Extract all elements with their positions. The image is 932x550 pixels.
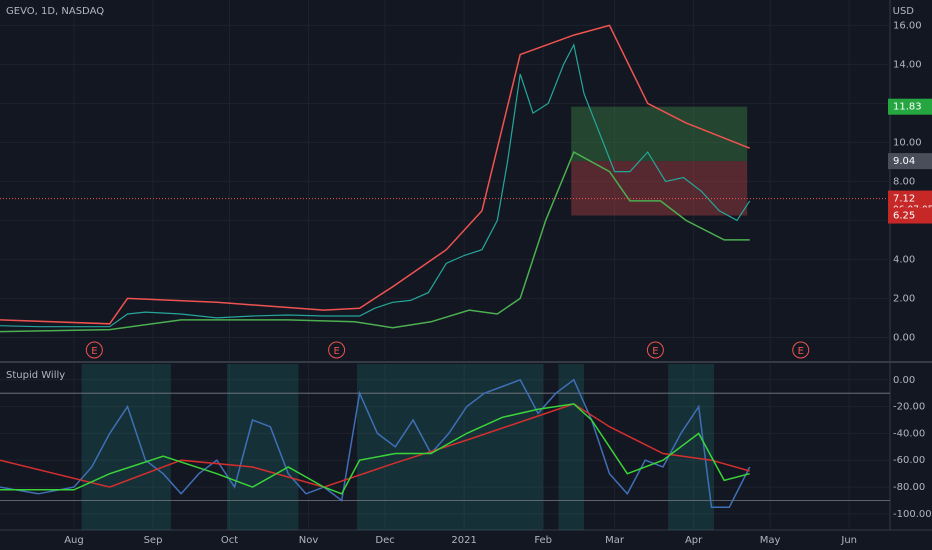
y-tick-label: 16.00 xyxy=(893,20,922,31)
event-label: E xyxy=(798,346,804,357)
entry-label: 9.04 xyxy=(893,156,915,167)
chart-title: GEVO, 1D, NASDAQ xyxy=(6,6,104,17)
event-marker xyxy=(646,341,664,359)
series-line xyxy=(0,403,750,488)
y-tick-label: -100.00 xyxy=(893,509,932,520)
event-label: E xyxy=(91,346,97,357)
target-label: 11.83 xyxy=(893,102,922,113)
target-label-box xyxy=(888,98,932,115)
series-line xyxy=(0,24,750,325)
x-tick-label: Aug xyxy=(64,535,84,546)
y-tick-label: -20.00 xyxy=(893,402,925,413)
zone xyxy=(81,364,171,530)
y-tick-label: 8.00 xyxy=(893,176,915,187)
x-tick-label: Oct xyxy=(221,535,238,546)
series-line xyxy=(0,403,750,495)
event-label: E xyxy=(333,346,339,357)
target-zone xyxy=(571,106,748,162)
zone xyxy=(668,364,715,530)
series-line xyxy=(0,151,750,333)
x-tick-label: Mar xyxy=(605,535,625,546)
entry-label-box xyxy=(888,153,932,170)
series-line xyxy=(0,43,751,328)
x-tick-label: 2021 xyxy=(451,535,476,546)
x-tick-label: Jun xyxy=(840,535,857,546)
y-tick-label: -40.00 xyxy=(893,428,925,439)
y-tick-label: 14.00 xyxy=(893,59,922,70)
x-tick-label: Sep xyxy=(144,535,163,546)
currency: USD xyxy=(893,6,915,17)
zone xyxy=(226,364,299,530)
x-tick-label: Apr xyxy=(685,535,703,546)
x-tick-label: May xyxy=(760,535,781,546)
x-tick-label: Dec xyxy=(375,535,394,546)
stop-zone xyxy=(571,161,748,216)
last-price-label: 7.12 xyxy=(893,194,915,205)
y-tick-label: -80.00 xyxy=(893,482,925,493)
y-tick-label: -60.00 xyxy=(893,455,925,466)
y-tick-label: 10.00 xyxy=(893,137,922,148)
event-marker xyxy=(328,341,346,359)
event-label: E xyxy=(652,346,658,357)
stop-label-box xyxy=(888,207,932,224)
event-marker xyxy=(792,341,810,359)
indicator-title: Stupid Willy xyxy=(6,370,65,381)
stop-label: 6.25 xyxy=(893,211,915,222)
x-tick-label: Nov xyxy=(299,535,319,546)
y-tick-label: 0.00 xyxy=(893,332,915,343)
zone xyxy=(357,364,544,530)
x-tick-label: Feb xyxy=(534,535,552,546)
y-tick-label: 4.00 xyxy=(893,254,915,265)
event-marker xyxy=(85,341,103,359)
y-tick-label: 2.00 xyxy=(893,293,915,304)
y-tick-label: 0.00 xyxy=(893,375,915,386)
